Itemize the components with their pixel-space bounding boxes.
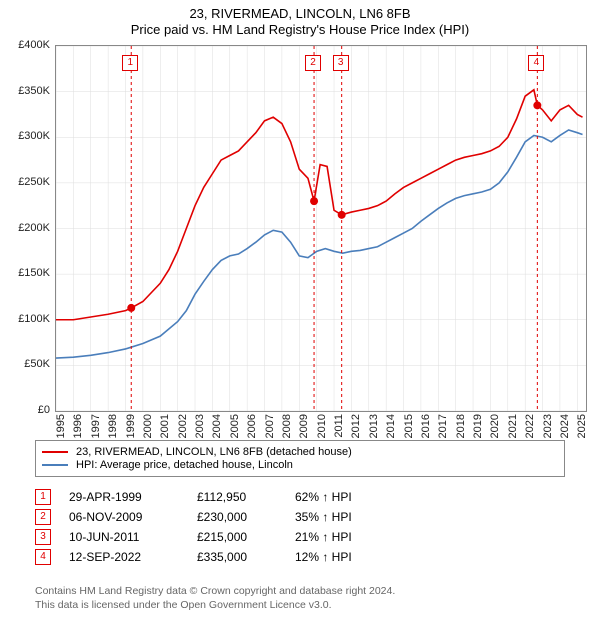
x-tick-label: 2024: [559, 414, 571, 454]
x-tick-label: 2021: [507, 414, 519, 454]
y-tick-label: £0: [0, 404, 50, 416]
y-tick-label: £350K: [0, 85, 50, 97]
x-tick-label: 2020: [489, 414, 501, 454]
x-tick-label: 1995: [55, 414, 67, 454]
sale-marker-dot: [310, 197, 318, 205]
x-tick-label: 2006: [246, 414, 258, 454]
footer-line-2: This data is licensed under the Open Gov…: [35, 598, 565, 612]
x-tick-label: 2023: [542, 414, 554, 454]
legend-row: HPI: Average price, detached house, Linc…: [42, 459, 558, 471]
x-tick-label: 2013: [368, 414, 380, 454]
sale-date: 06-NOV-2009: [69, 510, 179, 524]
series-hpi: [56, 130, 583, 358]
y-tick-label: £200K: [0, 222, 50, 234]
chart-subtitle: Price paid vs. HM Land Registry's House …: [0, 22, 600, 37]
sale-marker-dot: [533, 101, 541, 109]
sale-diff-vs-hpi: 21% ↑ HPI: [295, 530, 405, 544]
x-tick-label: 2016: [420, 414, 432, 454]
x-tick-label: 1999: [125, 414, 137, 454]
y-tick-label: £400K: [0, 39, 50, 51]
legend-swatch: [42, 464, 68, 466]
x-tick-label: 2014: [385, 414, 397, 454]
x-tick-label: 2025: [576, 414, 588, 454]
sale-index-box: 4: [35, 549, 51, 565]
x-tick-label: 2012: [350, 414, 362, 454]
sales-table: 1 29-APR-1999 £112,950 62% ↑ HPI 2 06-NOV-200…: [35, 485, 565, 569]
sale-marker-dot: [127, 304, 135, 312]
sale-date: 10-JUN-2011: [69, 530, 179, 544]
sale-diff-vs-hpi: 62% ↑ HPI: [295, 490, 405, 504]
x-tick-label: 2004: [211, 414, 223, 454]
series-price_paid: [56, 90, 583, 320]
x-tick-label: 1996: [72, 414, 84, 454]
x-tick-label: 2003: [194, 414, 206, 454]
sale-marker-box: 2: [305, 55, 321, 71]
plot-area: [55, 45, 587, 412]
x-tick-label: 2005: [229, 414, 241, 454]
sale-marker-dot: [338, 211, 346, 219]
x-tick-label: 2000: [142, 414, 154, 454]
x-tick-label: 2001: [159, 414, 171, 454]
sale-diff-vs-hpi: 35% ↑ HPI: [295, 510, 405, 524]
sale-date: 29-APR-1999: [69, 490, 179, 504]
sale-index-box: 2: [35, 509, 51, 525]
sale-price: £230,000: [197, 510, 277, 524]
sale-price: £112,950: [197, 490, 277, 504]
x-tick-label: 2017: [437, 414, 449, 454]
x-tick-label: 2019: [472, 414, 484, 454]
sale-date: 12-SEP-2022: [69, 550, 179, 564]
sales-table-row: 1 29-APR-1999 £112,950 62% ↑ HPI: [35, 489, 565, 505]
y-tick-label: £100K: [0, 313, 50, 325]
footer-line-1: Contains HM Land Registry data © Crown c…: [35, 584, 565, 598]
sale-price: £335,000: [197, 550, 277, 564]
sale-marker-box: 3: [333, 55, 349, 71]
sale-diff-vs-hpi: 12% ↑ HPI: [295, 550, 405, 564]
x-tick-label: 2002: [177, 414, 189, 454]
x-tick-label: 2007: [264, 414, 276, 454]
chart-container: { "title": "23, RIVERMEAD, LINCOLN, LN6 …: [0, 0, 600, 620]
sales-table-row: 2 06-NOV-2009 £230,000 35% ↑ HPI: [35, 509, 565, 525]
x-tick-label: 2010: [316, 414, 328, 454]
x-tick-label: 2009: [298, 414, 310, 454]
x-tick-label: 2008: [281, 414, 293, 454]
x-tick-label: 2022: [524, 414, 536, 454]
plot-svg: [56, 46, 586, 411]
sale-marker-box: 1: [122, 55, 138, 71]
x-tick-label: 1998: [107, 414, 119, 454]
x-tick-label: 2018: [455, 414, 467, 454]
y-tick-label: £50K: [0, 358, 50, 370]
sales-table-row: 3 10-JUN-2011 £215,000 21% ↑ HPI: [35, 529, 565, 545]
sale-index-box: 3: [35, 529, 51, 545]
x-tick-label: 1997: [90, 414, 102, 454]
x-tick-label: 2015: [403, 414, 415, 454]
sale-marker-box: 4: [528, 55, 544, 71]
y-tick-label: £300K: [0, 130, 50, 142]
sale-price: £215,000: [197, 530, 277, 544]
y-tick-label: £250K: [0, 176, 50, 188]
x-tick-label: 2011: [333, 414, 345, 454]
sale-index-box: 1: [35, 489, 51, 505]
sales-table-row: 4 12-SEP-2022 £335,000 12% ↑ HPI: [35, 549, 565, 565]
legend-label: HPI: Average price, detached house, Linc…: [76, 459, 293, 471]
chart-title: 23, RIVERMEAD, LINCOLN, LN6 8FB: [0, 6, 600, 21]
y-tick-label: £150K: [0, 267, 50, 279]
footer-attribution: Contains HM Land Registry data © Crown c…: [35, 584, 565, 612]
